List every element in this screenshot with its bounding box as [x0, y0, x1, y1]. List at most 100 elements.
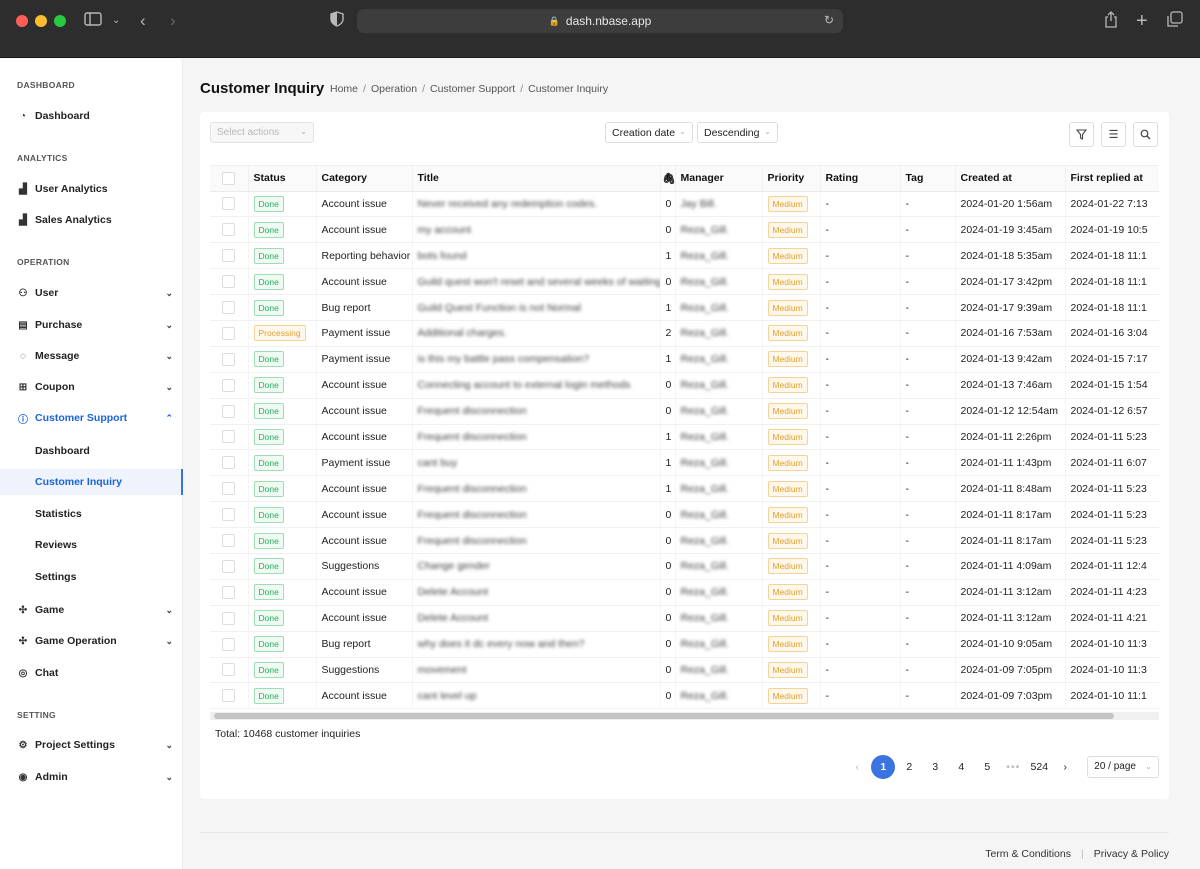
row-select-cell[interactable]	[210, 475, 249, 503]
row-select-cell[interactable]	[210, 294, 249, 321]
sidebar-item-admin[interactable]: ◉ Admin ⌄	[0, 763, 183, 791]
column-header-first-replied-at[interactable]: First replied at	[1065, 166, 1159, 192]
inquiry-title[interactable]: Delete Account	[417, 612, 489, 625]
maximize-window-button[interactable]	[54, 15, 66, 27]
row-checkbox[interactable]	[222, 689, 236, 703]
row-checkbox[interactable]	[222, 482, 236, 496]
inquiry-title[interactable]: Additional charges.	[417, 327, 507, 340]
title-cell[interactable]: Frequent disconnection	[412, 398, 661, 425]
inquiry-title[interactable]: Guild Quest Function is not Normal	[417, 301, 581, 314]
inquiry-title[interactable]: Never received any redemption codes.	[417, 197, 598, 210]
table-row[interactable]: Done Account issue my account 0 Reza_Gill. Me…	[210, 216, 1159, 244]
column-header-title[interactable]: Title	[412, 166, 661, 192]
minimize-window-button[interactable]	[35, 15, 47, 27]
row-select-cell[interactable]	[210, 579, 249, 606]
forward-icon[interactable]: ›	[170, 11, 176, 30]
title-cell[interactable]: Change gender	[412, 553, 661, 580]
prev-page-button[interactable]: ‹	[855, 761, 860, 773]
title-cell[interactable]: Frequent disconnection	[412, 501, 661, 529]
sidebar-subitem-reviews[interactable]: Reviews	[0, 531, 183, 559]
row-select-cell[interactable]	[210, 268, 249, 296]
table-row[interactable]: Done Account issue Delete Account 0 Reza_Gil…	[210, 605, 1159, 632]
title-cell[interactable]: Frequent disconnection	[412, 424, 661, 451]
inquiry-title[interactable]: Frequent disconnection	[417, 430, 527, 443]
title-cell[interactable]: Frequent disconnection	[412, 475, 661, 503]
table-row[interactable]: Done Account issue Connecting account to e…	[210, 372, 1159, 399]
row-checkbox[interactable]	[222, 534, 236, 548]
column-header-priority[interactable]: Priority	[762, 166, 821, 192]
reload-icon[interactable]: ↻	[823, 13, 834, 27]
row-select-cell[interactable]	[210, 527, 249, 554]
row-select-cell[interactable]	[210, 242, 249, 270]
row-select-cell[interactable]	[210, 501, 249, 529]
page-ellipsis[interactable]: •••	[1006, 761, 1021, 773]
title-cell[interactable]: movement	[412, 657, 661, 684]
row-checkbox[interactable]	[222, 223, 236, 237]
table-row[interactable]: Done Suggestions Change gender 0 Reza_Gill. M…	[210, 553, 1159, 580]
inquiry-title[interactable]: Delete Account	[417, 586, 489, 599]
sidebar-item-message[interactable]: ◌ Message ⌄	[0, 342, 183, 370]
title-cell[interactable]: Frequent disconnection	[412, 527, 661, 554]
sidebar-item-game[interactable]: ✣ Game ⌄	[0, 596, 183, 624]
title-cell[interactable]: Delete Account	[412, 605, 661, 632]
table-row[interactable]: Done Account issue Frequent disconnection 1…	[210, 424, 1159, 451]
inquiry-title[interactable]: Change gender	[417, 560, 490, 573]
table-row[interactable]: Done Account issue Never received any rede…	[210, 191, 1159, 218]
page-size-select[interactable]: 20 / page ⌄	[1087, 756, 1159, 778]
column-header-category[interactable]: Category	[316, 166, 413, 192]
row-checkbox[interactable]	[222, 326, 236, 340]
table-row[interactable]: Processing Payment issue Additional charge…	[210, 320, 1159, 347]
sidebar-item-dashboard[interactable]: ◔ Dashboard	[0, 102, 183, 130]
table-row[interactable]: Done Account issue cant level up 0 Reza_Gill…	[210, 682, 1159, 710]
column-header-rating[interactable]: Rating	[820, 166, 901, 192]
row-select-cell[interactable]	[210, 424, 249, 451]
table-row[interactable]: Done Payment issue cant buy 1 Reza_Gill. Medi…	[210, 449, 1159, 477]
row-checkbox[interactable]	[222, 508, 236, 522]
row-checkbox[interactable]	[222, 249, 236, 263]
search-button[interactable]	[1133, 122, 1158, 147]
title-cell[interactable]: cant buy	[412, 449, 661, 477]
page-4-button[interactable]: 4	[958, 761, 965, 773]
inquiry-title[interactable]: bots found	[417, 249, 467, 262]
row-checkbox[interactable]	[222, 456, 236, 470]
table-row[interactable]: Done Account issue Guild quest won't reset…	[210, 268, 1159, 296]
title-cell[interactable]: Never received any redemption codes.	[412, 191, 661, 218]
table-row[interactable]: Done Payment issue is this my battle pass …	[210, 346, 1159, 373]
title-cell[interactable]: Guild Quest Function is not Normal	[412, 294, 661, 321]
sidebar-item-user[interactable]: ⚇ User ⌄	[0, 279, 183, 307]
page-5-button[interactable]: 5	[984, 761, 991, 773]
row-checkbox[interactable]	[222, 275, 236, 289]
row-checkbox[interactable]	[222, 611, 236, 625]
inquiry-title[interactable]: movement	[417, 663, 467, 676]
table-row[interactable]: Done Reporting behavior bots found 1 Reza_Gi…	[210, 242, 1159, 270]
inquiry-title[interactable]: is this my battle pass compensation?	[417, 353, 590, 366]
row-checkbox[interactable]	[222, 301, 236, 314]
row-select-cell[interactable]	[210, 449, 249, 477]
select-all-checkbox[interactable]	[222, 171, 236, 185]
sidebar-item-coupon[interactable]: ⊞ Coupon ⌄	[0, 373, 183, 401]
page-1-button[interactable]: 1	[871, 755, 896, 779]
sidebar-toggle-icon[interactable]	[84, 11, 102, 31]
title-cell[interactable]: Delete Account	[412, 579, 661, 606]
chevron-down-icon[interactable]: ⌄	[112, 15, 121, 26]
tabs-overview-icon[interactable]	[1167, 11, 1183, 32]
table-row[interactable]: Done Bug report Guild Quest Function is no…	[210, 294, 1159, 321]
table-row[interactable]: Done Account issue Delete Account 0 Reza_Gil…	[210, 579, 1159, 606]
row-checkbox[interactable]	[222, 585, 236, 599]
sidebar-subitem-settings[interactable]: Settings	[0, 563, 183, 591]
scrollbar-thumb[interactable]	[214, 713, 1114, 719]
inquiry-title[interactable]: Connecting account to external login met…	[417, 379, 631, 392]
shield-icon[interactable]	[330, 11, 344, 33]
breadcrumb-customer-support[interactable]: Customer Support	[429, 83, 516, 95]
title-cell[interactable]: Additional charges.	[412, 320, 661, 347]
sidebar-item-game-operation[interactable]: ✣ Game Operation ⌄	[0, 627, 183, 655]
row-select-cell[interactable]	[210, 372, 249, 399]
back-icon[interactable]: ‹	[140, 11, 146, 30]
sidebar-item-user-analytics[interactable]: ▟ User Analytics	[0, 175, 183, 203]
row-checkbox[interactable]	[222, 663, 236, 677]
columns-button[interactable]: ☰	[1101, 122, 1126, 147]
sort-field-dropdown[interactable]: Creation date ⌄	[605, 122, 693, 143]
new-tab-icon[interactable]: +	[1136, 10, 1148, 32]
table-row[interactable]: Done Bug report why does it dc every now a…	[210, 631, 1159, 658]
title-cell[interactable]: Connecting account to external login met…	[412, 372, 661, 399]
